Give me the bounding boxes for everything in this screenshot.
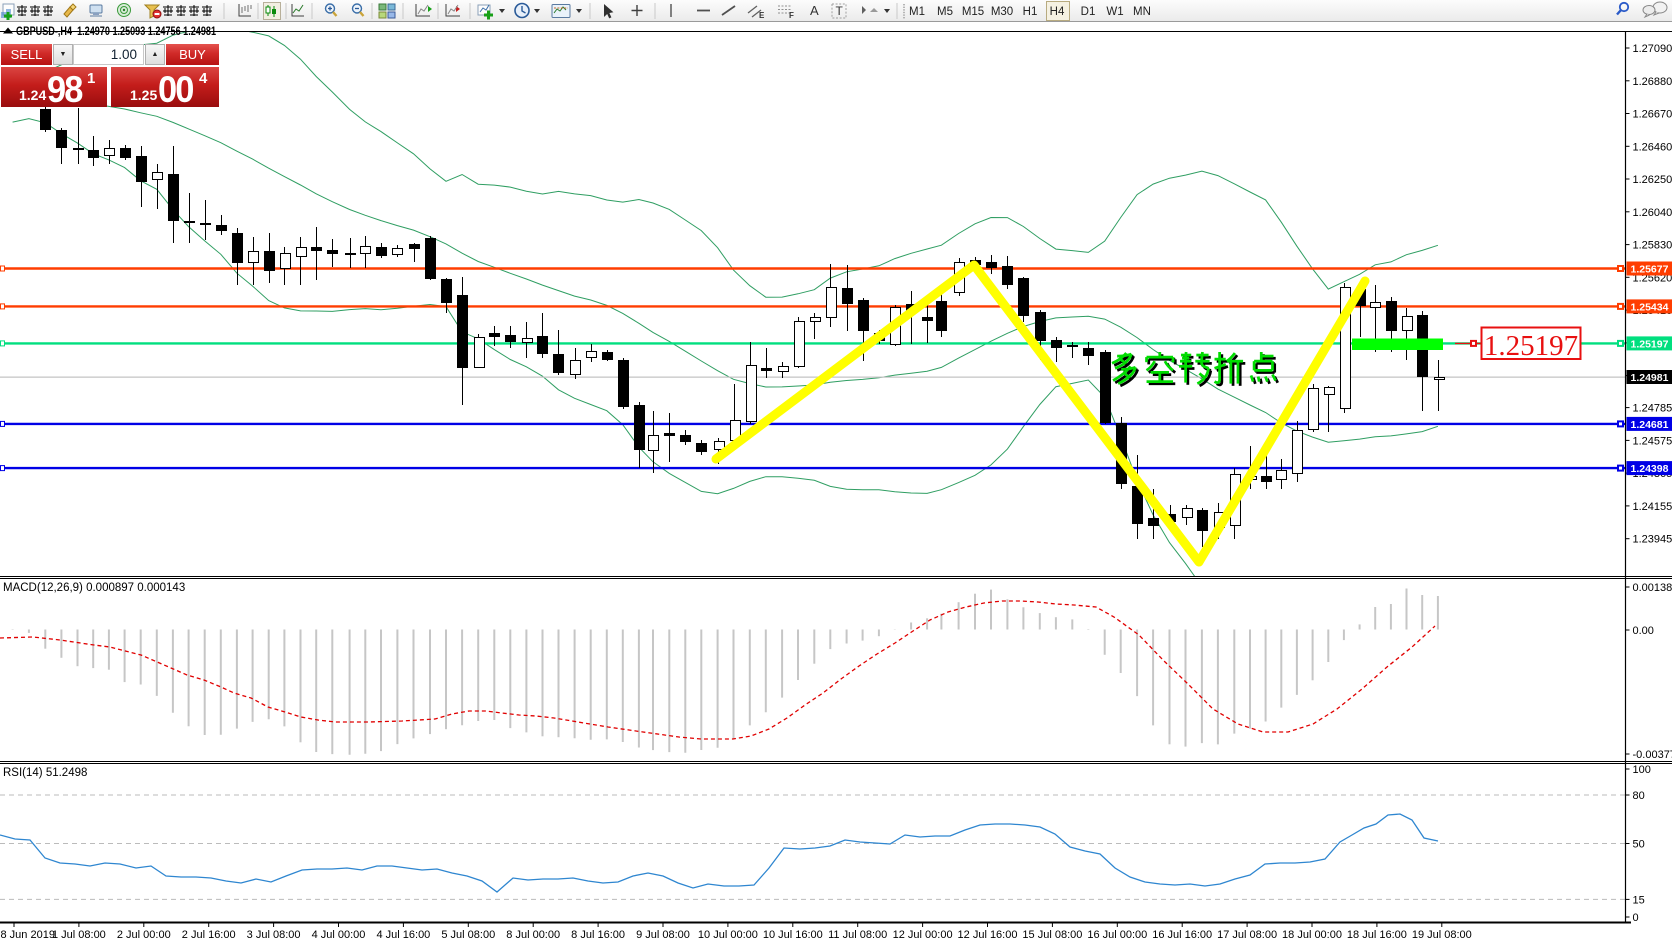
svg-text:2 Jul 00:00: 2 Jul 00:00	[117, 929, 171, 941]
svg-text:E: E	[759, 11, 765, 20]
svg-text:1.24785: 1.24785	[1633, 403, 1672, 415]
svg-text:8 Jul 16:00: 8 Jul 16:00	[571, 929, 625, 941]
svg-text:11 Jul 08:00: 11 Jul 08:00	[828, 929, 887, 941]
svg-text:12 Jul 16:00: 12 Jul 16:00	[958, 929, 1018, 941]
svg-text:MN: MN	[1133, 6, 1151, 18]
svg-text:GBPUSD-,H4 1.24970 1.25093 1.: GBPUSD-,H4 1.24970 1.25093 1.24756 1.249…	[16, 24, 216, 38]
svg-text:-0.003771: -0.003771	[1633, 749, 1672, 761]
svg-text:W1: W1	[1106, 6, 1123, 18]
svg-text:M1: M1	[909, 6, 925, 18]
svg-text:0: 0	[1633, 912, 1639, 924]
svg-text:1.25197: 1.25197	[1631, 338, 1669, 350]
svg-text:D1: D1	[1081, 6, 1096, 18]
svg-text:18 Jul 16:00: 18 Jul 16:00	[1347, 929, 1407, 941]
svg-text:1.25677: 1.25677	[1631, 264, 1669, 276]
svg-text:9 Jul 08:00: 9 Jul 08:00	[636, 929, 690, 941]
svg-text:1.26250: 1.26250	[1633, 174, 1672, 186]
svg-text:8 Jul 00:00: 8 Jul 00:00	[506, 929, 560, 941]
svg-text:M5: M5	[937, 6, 953, 18]
svg-text:1.25197: 1.25197	[1484, 330, 1578, 362]
svg-text:H1: H1	[1023, 6, 1038, 18]
svg-text:M30: M30	[991, 6, 1013, 18]
svg-text:16 Jul 00:00: 16 Jul 00:00	[1087, 929, 1147, 941]
svg-text:H4: H4	[1050, 6, 1065, 18]
svg-text:10 Jul 16:00: 10 Jul 16:00	[763, 929, 823, 941]
svg-text:1.24681: 1.24681	[1631, 419, 1669, 431]
svg-text:1.27090: 1.27090	[1633, 43, 1672, 55]
svg-text:4 Jul 16:00: 4 Jul 16:00	[376, 929, 430, 941]
svg-text:F: F	[789, 11, 794, 20]
svg-text:2 Jul 16:00: 2 Jul 16:00	[182, 929, 236, 941]
svg-text:0.001381: 0.001381	[1633, 582, 1672, 594]
svg-text:1.24398: 1.24398	[1631, 463, 1669, 475]
svg-text:8 Jun 2019: 8 Jun 2019	[1, 929, 55, 941]
svg-text:19 Jul 08:00: 19 Jul 08:00	[1412, 929, 1472, 941]
svg-text:10 Jul 00:00: 10 Jul 00:00	[698, 929, 758, 941]
svg-text:5 Jul 08:00: 5 Jul 08:00	[441, 929, 495, 941]
svg-text:16 Jul 16:00: 16 Jul 16:00	[1152, 929, 1212, 941]
svg-text:A: A	[810, 3, 819, 18]
svg-text:18 Jul 00:00: 18 Jul 00:00	[1282, 929, 1342, 941]
svg-text:T: T	[836, 4, 844, 18]
svg-text:1 Jul 08:00: 1 Jul 08:00	[52, 929, 106, 941]
svg-text:3 Jul 08:00: 3 Jul 08:00	[247, 929, 301, 941]
svg-text:M15: M15	[962, 6, 984, 18]
svg-text:4 Jul 00:00: 4 Jul 00:00	[312, 929, 366, 941]
svg-text:12 Jul 00:00: 12 Jul 00:00	[893, 929, 953, 941]
svg-text:1.26460: 1.26460	[1633, 141, 1672, 153]
svg-text:1.26880: 1.26880	[1633, 76, 1672, 88]
svg-text:1.25830: 1.25830	[1633, 240, 1672, 252]
svg-text:15: 15	[1633, 894, 1645, 906]
svg-text:MACD(12,26,9) 0.000897 0.00014: MACD(12,26,9) 0.000897 0.000143	[3, 582, 185, 594]
svg-text:17 Jul 08:00: 17 Jul 08:00	[1217, 929, 1277, 941]
svg-text:15 Jul 08:00: 15 Jul 08:00	[1022, 929, 1082, 941]
svg-text:RSI(14) 51.2498: RSI(14) 51.2498	[3, 767, 87, 779]
svg-text:1.25434: 1.25434	[1631, 301, 1669, 313]
svg-text:1.23945: 1.23945	[1633, 534, 1672, 546]
svg-text:1.26040: 1.26040	[1633, 207, 1672, 219]
svg-text:80: 80	[1633, 790, 1645, 802]
svg-text:0.00: 0.00	[1633, 625, 1654, 637]
svg-text:50: 50	[1633, 839, 1645, 851]
svg-text:1.26670: 1.26670	[1633, 109, 1672, 121]
svg-text:1.24981: 1.24981	[1631, 372, 1669, 384]
svg-text:1.24155: 1.24155	[1633, 501, 1672, 513]
svg-text:1.24575: 1.24575	[1633, 435, 1672, 447]
svg-text:100: 100	[1633, 764, 1651, 776]
